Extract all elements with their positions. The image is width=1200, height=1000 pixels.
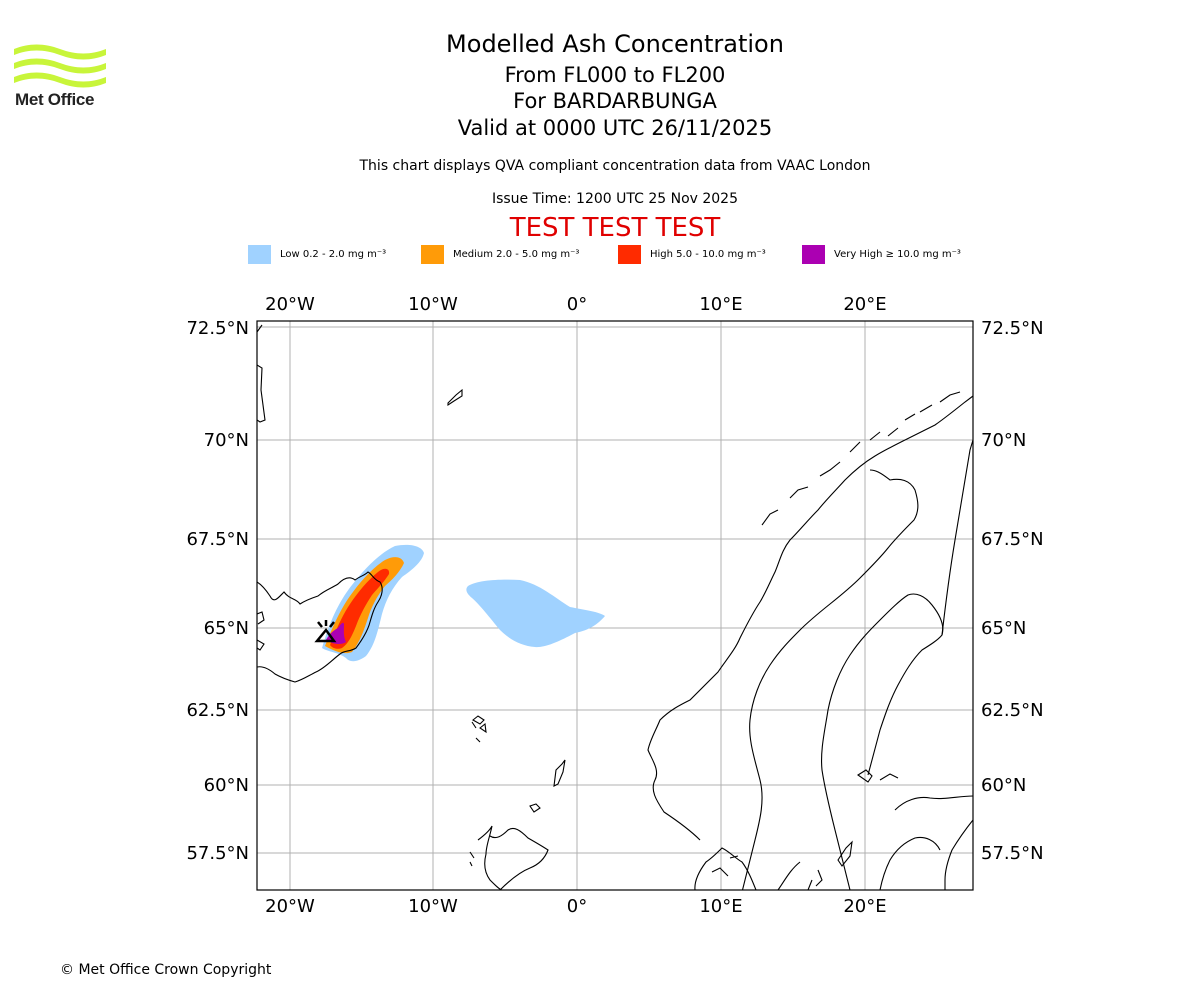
volcano-name: For BARDARBUNGA [513, 89, 717, 113]
lat-label-left-62-5: 62.5°N [186, 700, 249, 721]
legend-item-medium: Medium 2.0 - 5.0 mg m⁻³ [421, 244, 579, 264]
lon-label-bottom-20e: 20°E [843, 896, 886, 917]
lon-label-bottom-0: 0° [567, 896, 587, 917]
lon-label-top-20e: 20°E [843, 294, 886, 315]
lat-label-left-65: 65°N [204, 618, 249, 639]
flight-levels: From FL000 to FL200 [504, 63, 726, 87]
legend-swatch-low [248, 244, 271, 264]
chart-title: Modelled Ash Concentration [446, 30, 784, 58]
legend-swatch-medium [421, 244, 444, 264]
valid-time: Valid at 0000 UTC 26/11/2025 [457, 116, 773, 140]
volcano-marker-icon [314, 620, 337, 643]
legend-label-low: Low 0.2 - 2.0 mg m⁻³ [280, 248, 387, 260]
lat-label-right-70: 70°N [981, 430, 1026, 451]
legend-label-medium: Medium 2.0 - 5.0 mg m⁻³ [453, 248, 580, 260]
lon-label-bottom-10w: 10°W [408, 896, 458, 917]
lon-label-top-0: 0° [567, 294, 587, 315]
legend-label-high: High 5.0 - 10.0 mg m⁻³ [650, 248, 766, 260]
ash-high-region [330, 568, 390, 649]
lon-label-top-20w: 20°W [265, 294, 315, 315]
test-banner: TEST TEST TEST [509, 213, 721, 243]
lat-label-left-67-5: 67.5°N [186, 529, 249, 550]
legend-swatch-high [618, 244, 641, 264]
lat-label-right-72-5: 72.5°N [981, 318, 1044, 339]
legend-item-high: High 5.0 - 10.0 mg m⁻³ [618, 244, 766, 264]
chart-description: This chart displays QVA compliant concen… [359, 158, 871, 174]
issue-time: Issue Time: 1200 UTC 25 Nov 2025 [491, 191, 739, 207]
legend-label-very-high: Very High ≥ 10.0 mg m⁻³ [834, 248, 961, 260]
lat-label-left-72-5: 72.5°N [186, 318, 249, 339]
legend-item-very-high: Very High ≥ 10.0 mg m⁻³ [802, 244, 961, 264]
legend-item-low: Low 0.2 - 2.0 mg m⁻³ [248, 244, 386, 264]
lon-label-bottom-20w: 20°W [265, 896, 315, 917]
ash-low-region-sea [466, 579, 605, 648]
lat-label-right-67-5: 67.5°N [981, 529, 1044, 550]
met-office-logo-icon [14, 44, 106, 88]
lat-label-right-65: 65°N [981, 618, 1026, 639]
lat-label-right-62-5: 62.5°N [981, 700, 1044, 721]
lat-label-right-57-5: 57.5°N [981, 843, 1044, 864]
lon-label-bottom-10e: 10°E [699, 896, 742, 917]
copyright-notice: © Met Office Crown Copyright [60, 962, 272, 978]
lon-label-top-10w: 10°W [408, 294, 458, 315]
lat-label-left-70: 70°N [204, 430, 249, 451]
lon-label-top-10e: 10°E [699, 294, 742, 315]
lat-label-right-60: 60°N [981, 775, 1026, 796]
legend-swatch-very-high [802, 244, 825, 264]
lat-label-left-60: 60°N [204, 775, 249, 796]
logo-text: Met Office [15, 90, 95, 109]
map-frame [256, 320, 974, 891]
coastlines [257, 324, 973, 890]
lat-label-left-57-5: 57.5°N [186, 843, 249, 864]
